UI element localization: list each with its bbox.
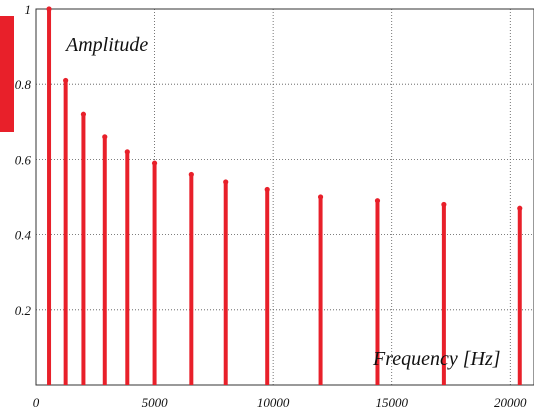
x-tick-label: 5000 (142, 395, 169, 410)
stem-mark (223, 179, 229, 385)
stem-head (63, 77, 69, 84)
stem-head (441, 201, 447, 208)
y-tick-label: 0.6 (15, 152, 32, 167)
stem-head (317, 194, 324, 200)
stem-mark (102, 134, 108, 385)
stem-mark (374, 198, 381, 385)
y-tick-label: 1 (25, 2, 32, 17)
y-tick-labels: 0.2 0.4 0.6 0.8 1 (15, 2, 32, 318)
stem-mark (124, 149, 130, 385)
stem-head (151, 160, 158, 166)
y-tick-label: 0.8 (15, 77, 32, 92)
y-axis-title: Amplitude (64, 34, 148, 56)
stem-mark (317, 194, 324, 385)
grid (36, 9, 534, 385)
stems (46, 6, 523, 385)
stem-mark (264, 186, 270, 385)
y-tick-label: 0.2 (15, 303, 32, 318)
stem-mark (441, 201, 447, 385)
y-tick-label: 0.4 (15, 228, 32, 243)
stem-head (102, 134, 108, 140)
stem-mark (188, 171, 194, 385)
stem-head (223, 179, 229, 185)
stem-head (517, 205, 523, 211)
stem-head (46, 6, 52, 12)
x-tick-label: 15000 (375, 395, 408, 410)
stem-mark (46, 6, 52, 385)
x-tick-label: 20000 (494, 395, 527, 410)
stem-mark (80, 111, 87, 385)
x-axis-title: Frequency [Hz] (372, 348, 501, 370)
x-tick-label: 0 (33, 395, 40, 410)
stem-mark (63, 77, 69, 385)
left-red-marker (0, 16, 14, 132)
stem-head (188, 171, 194, 178)
x-tick-label: 10000 (257, 395, 290, 410)
stem-head (264, 186, 270, 193)
stem-head (374, 198, 381, 204)
stem-head (124, 149, 130, 155)
stem-mark (151, 160, 158, 385)
plot-frame (35, 8, 534, 386)
x-tick-labels: 0 5000 10000 15000 20000 (33, 395, 527, 410)
stem-mark (517, 205, 523, 385)
stem-head (80, 111, 87, 117)
